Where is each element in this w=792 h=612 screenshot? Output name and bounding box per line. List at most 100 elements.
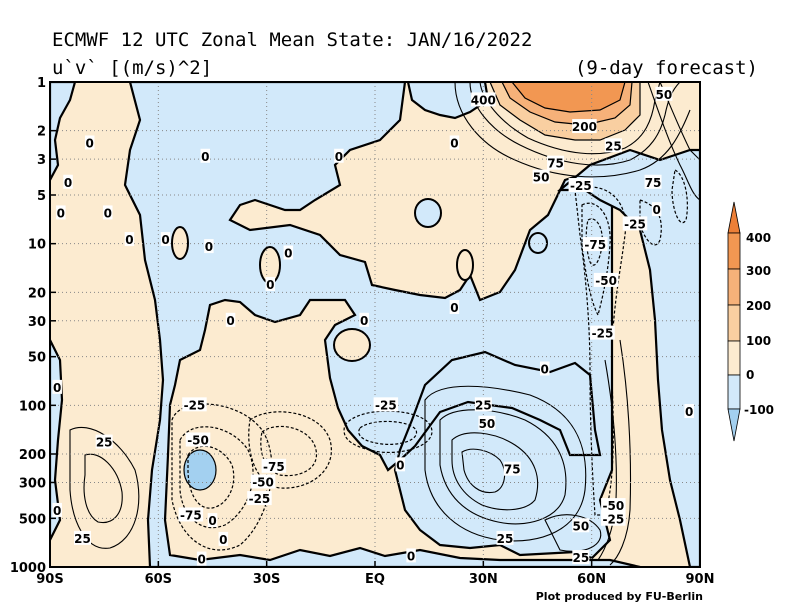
contour-label-bg — [204, 239, 214, 254]
contour-label-bg — [655, 86, 673, 101]
contour-label: -75 — [263, 460, 285, 474]
contour-label: 50 — [656, 88, 673, 102]
contour-label-bg — [63, 174, 73, 189]
contour-label: 400 — [471, 93, 496, 107]
contour-label-bg — [406, 548, 416, 563]
contour-label-bg — [572, 518, 590, 533]
contour-label-bg — [568, 178, 594, 193]
x-tick-label: 90N — [686, 572, 715, 587]
contour-label-bg — [496, 530, 514, 545]
contour-label: 50 — [479, 417, 496, 431]
contour-label: 0 — [197, 553, 205, 567]
quantity-label: u`v` [(m/s)^2] — [52, 57, 212, 79]
contour-label-bg — [449, 300, 460, 315]
contour-label-bg — [359, 312, 369, 327]
contour-label-bg — [593, 272, 619, 287]
contour-label: 0 — [57, 206, 65, 220]
contour-label-bg — [532, 169, 550, 184]
contour-label-bg — [572, 550, 590, 565]
colorbar-label-0: 0 — [746, 368, 754, 382]
contour-label: -50 — [252, 475, 274, 489]
colorbar-label-100: 100 — [746, 334, 771, 348]
contour-label: 0 — [685, 405, 693, 419]
contour-label-bg — [218, 531, 229, 546]
x-tick-label: 60N — [577, 572, 606, 587]
contour-label: 0 — [205, 240, 213, 254]
contour-label-bg — [572, 119, 597, 134]
colorbar-label-neg100: -100 — [744, 403, 774, 417]
contour-label-bg — [185, 432, 211, 447]
contour-label-bg — [334, 148, 344, 163]
contour-label-bg — [124, 232, 135, 247]
contour-label-bg — [583, 237, 608, 252]
contour-label: 0 — [53, 504, 61, 518]
neg-region-tropics — [123, 82, 641, 567]
neg-blob-1 — [414, 198, 442, 228]
contour-label-bg — [644, 174, 662, 189]
colorbar: 400 300 200 100 0 -100 — [727, 201, 774, 442]
y-tick-label: 30 — [28, 315, 46, 330]
contour-label: 0 — [450, 136, 458, 150]
contour-label: 75 — [504, 463, 521, 477]
contour-label-bg — [250, 474, 276, 489]
contour-label-bg — [52, 379, 62, 394]
contour-label: -25 — [249, 492, 271, 506]
contour-label: 0 — [360, 314, 368, 328]
contour-label: 0 — [652, 203, 660, 217]
contour-label: 25 — [96, 436, 113, 450]
x-axis: 90S 60S 30S EQ 30N 60N 90N — [36, 561, 714, 587]
contour-label: 75 — [645, 176, 662, 190]
contour-label-bg — [74, 530, 91, 545]
contour-label: -50 — [602, 499, 624, 513]
x-tick-label: 90S — [36, 572, 63, 587]
pos-region-400 — [511, 82, 626, 113]
contour-label-bg — [84, 135, 95, 150]
contour-label: -25 — [592, 327, 614, 341]
colorbar-arrow-top — [727, 201, 741, 234]
contour-label: 25 — [572, 551, 589, 565]
contour-label-bg — [160, 232, 171, 247]
contour-label-bg — [225, 312, 236, 327]
colorbar-swatch-0-100 — [727, 340, 741, 376]
contour-label: 0 — [450, 301, 458, 315]
contour-label: 0 — [407, 549, 415, 563]
contour-label-bg — [261, 458, 287, 473]
contour-label-bg — [601, 498, 626, 513]
contour-label-bg — [56, 205, 66, 220]
contour-label-bg — [503, 461, 521, 476]
colorbar-swatch-100-200 — [727, 304, 741, 342]
contour-label: 0 — [64, 176, 72, 190]
neg-region-north-strat — [556, 148, 700, 567]
y-tick-label: 100 — [19, 399, 46, 414]
contour-label: 50 — [533, 171, 550, 185]
y-axis: 1 2 3 5 10 20 30 50 100 200 300 500 1000 — [10, 76, 56, 576]
contour-label: 25 — [497, 532, 514, 546]
colorbar-label-300: 300 — [746, 264, 771, 278]
contour-label: 0 — [208, 514, 216, 528]
contour-label-bg — [601, 511, 626, 526]
contour-label: 0 — [266, 278, 274, 292]
contour-label-bg — [622, 216, 648, 231]
contour-label: 25 — [605, 139, 622, 153]
y-tick-label: 50 — [28, 351, 46, 366]
forecast-label: (9-day forecast) — [575, 57, 758, 79]
y-tick-label: 1000 — [10, 561, 46, 576]
x-tick-label: 30S — [253, 572, 280, 587]
contour-label-bg — [265, 276, 276, 291]
contour-label-bg — [283, 245, 294, 260]
contour-label-bg — [103, 205, 113, 220]
contour-label: 25 — [475, 398, 492, 412]
contour-label-bg — [478, 415, 496, 430]
contour-label: -25 — [375, 398, 397, 412]
contour-label-bg — [604, 138, 622, 153]
contour-label: 0 — [335, 150, 343, 164]
contour-label: -75 — [584, 238, 606, 252]
pos-blob-3 — [333, 328, 371, 362]
contour-label-bg — [373, 397, 399, 412]
contour-label-bg — [651, 202, 662, 217]
contour-label-bg — [207, 513, 218, 528]
contour-label: -50 — [595, 274, 617, 288]
contour-label: 0 — [284, 246, 292, 260]
contour-label: 200 — [572, 120, 597, 134]
contour-label: 0 — [53, 381, 61, 395]
